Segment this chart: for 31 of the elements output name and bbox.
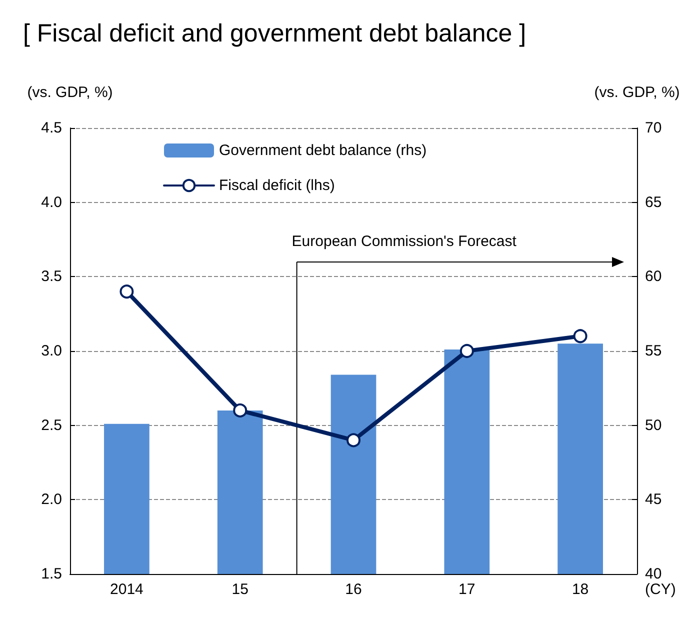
x-axis-title: (CY) (645, 581, 676, 598)
point (233, 403, 248, 418)
x-tick-label: 2014 (110, 581, 144, 598)
chart-title: [ Fiscal deficit and government debt balance ] (23, 20, 526, 48)
legend-label: Government debt balance (rhs) (219, 142, 427, 159)
x-tick-label: 15 (232, 581, 248, 598)
y2-tick-label: 60 (645, 268, 662, 286)
y-tick-label: 4.5 (41, 120, 62, 136)
x-tick-label: 16 (345, 581, 362, 598)
point (346, 433, 360, 448)
x-tick-label: 18 (572, 581, 589, 598)
y-axis-title: (vs. GDP, %) (27, 84, 113, 101)
y-tick-label: 3.5 (41, 268, 62, 286)
y2-tick-label: 45 (645, 491, 662, 508)
point (460, 344, 474, 358)
x-tick-label: 17 (458, 581, 476, 598)
point (120, 284, 134, 299)
annotation: European Commission's Forecast (292, 233, 518, 250)
y2-tick-label: 70 (645, 120, 662, 136)
point (573, 329, 588, 344)
y2-tick-label: 50 (645, 416, 662, 434)
y-tick-label: 3.0 (41, 342, 62, 360)
y2-tick-label: 55 (645, 342, 662, 360)
y-tick-label: 2.5 (41, 416, 62, 434)
y2-tick-label: 65 (645, 194, 662, 211)
legend-label: Fiscal deficit (lhs) (219, 177, 335, 194)
y-tick-label: 4.0 (41, 194, 62, 211)
y2-axis-title: (vs. GDP, %) (594, 84, 680, 101)
y-tick-label: 1.5 (41, 566, 62, 582)
y-tick-label: 2.0 (41, 491, 62, 508)
y2-tick-label: 40 (645, 566, 662, 582)
